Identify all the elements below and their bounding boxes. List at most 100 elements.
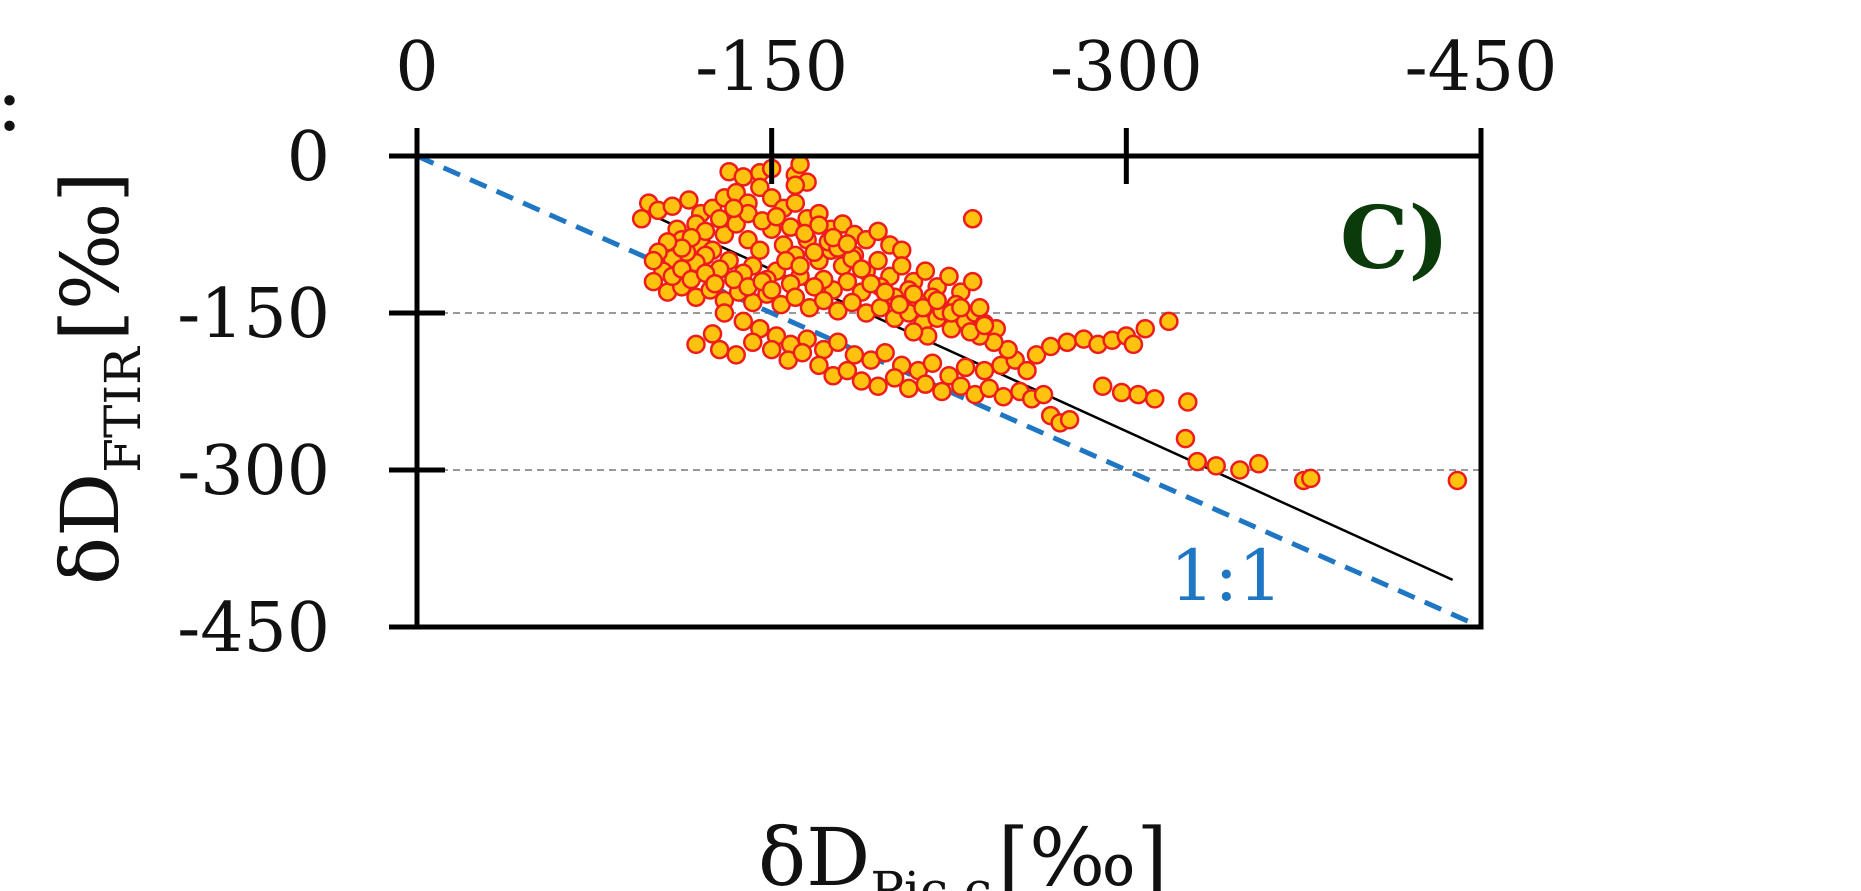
- data-point: [1059, 410, 1080, 430]
- one-to-one-label: 1:1: [1170, 535, 1283, 617]
- data-point: [795, 223, 815, 244]
- data-point: [903, 284, 924, 304]
- y-axis-title: δDFTIR[‰]: [44, 171, 152, 585]
- data-point: [861, 273, 881, 294]
- data-point: [1033, 384, 1054, 405]
- data-point: [792, 343, 813, 363]
- data-point: [785, 175, 806, 196]
- data-point: [884, 368, 905, 388]
- y-axis-title-unit: [‰]: [44, 171, 137, 341]
- data-point: [875, 343, 895, 363]
- data-point: [702, 324, 723, 344]
- data-point: [709, 339, 730, 360]
- data-point: [813, 290, 834, 311]
- data-point: [1187, 451, 1208, 472]
- data-point: [927, 290, 947, 311]
- data-point: [761, 188, 782, 208]
- data-point: [662, 196, 683, 216]
- data-point: [705, 273, 725, 294]
- data-point: [761, 280, 782, 300]
- data-point: [750, 240, 770, 260]
- data-point: [785, 193, 806, 213]
- x-tick-label: 0: [395, 28, 438, 107]
- data-point: [939, 266, 959, 287]
- x-tick-label: -150: [695, 28, 848, 107]
- data-point: [809, 215, 829, 235]
- data-point: [679, 190, 699, 210]
- data-point: [1206, 456, 1226, 476]
- y-axis-title-main: δD: [44, 473, 137, 585]
- data-point: [1111, 382, 1132, 403]
- data-point: [868, 250, 888, 271]
- data-point: [733, 167, 754, 187]
- plot-frame: [414, 153, 1484, 630]
- data-point: [915, 261, 936, 281]
- data-point: [979, 378, 999, 399]
- data-point: [1178, 392, 1198, 412]
- data-point: [899, 378, 919, 399]
- data-point: [631, 209, 652, 229]
- data-point: [974, 360, 995, 381]
- data-point: [891, 256, 912, 276]
- data-point: [790, 256, 810, 276]
- data-point: [1159, 311, 1179, 332]
- data-point: [828, 332, 848, 353]
- data-point: [837, 234, 858, 254]
- data-point: [726, 345, 746, 365]
- data-point: [951, 298, 971, 318]
- y-tick-label: 0: [287, 118, 330, 197]
- data-point: [724, 198, 744, 219]
- data-point: [686, 334, 706, 355]
- data-point: [939, 366, 959, 386]
- panel-label: C): [1340, 188, 1449, 289]
- data-point: [1144, 389, 1165, 409]
- data-point: [804, 242, 824, 263]
- data-point: [1248, 453, 1269, 474]
- data-point: [1092, 376, 1113, 397]
- data-point: [832, 214, 853, 234]
- data-points: [631, 154, 1468, 491]
- data-point: [922, 353, 943, 373]
- data-point: [915, 374, 936, 394]
- data-point: [851, 259, 872, 279]
- data-point: [1017, 360, 1037, 381]
- data-point: [1123, 334, 1144, 355]
- x-axis-title-unit: [‰]: [998, 811, 1168, 891]
- data-point: [969, 298, 990, 318]
- x-tick-label: -300: [1050, 28, 1203, 107]
- data-point: [809, 355, 829, 376]
- data-point: [903, 322, 924, 342]
- data-point: [750, 177, 770, 198]
- data-point: [761, 339, 782, 360]
- data-point: [1230, 460, 1250, 480]
- data-point: [1128, 384, 1148, 405]
- data-point: [951, 376, 971, 397]
- data-point: [868, 376, 888, 397]
- data-point: [743, 332, 763, 353]
- data-point: [932, 381, 952, 402]
- plot-border: [414, 153, 1484, 630]
- data-point: [837, 360, 858, 381]
- data-point: [851, 371, 872, 391]
- data-point: [844, 345, 865, 365]
- y-tick-label: -450: [177, 589, 330, 668]
- data-point: [868, 221, 888, 242]
- data-point: [1135, 318, 1155, 339]
- y-tick-label: -300: [177, 432, 330, 511]
- data-point: [766, 206, 787, 227]
- y-axis-title-sub: FTIR: [94, 346, 152, 473]
- stray-colon: :: [0, 56, 23, 149]
- x-axis-title: δDPic,c[‰]: [758, 811, 1168, 891]
- data-point: [837, 271, 858, 292]
- data-point: [785, 287, 806, 308]
- data-point: [1057, 332, 1077, 353]
- y-tick-label: -150: [177, 275, 330, 354]
- y-axis-ticks: 0 -150 -300 -450: [177, 118, 445, 668]
- data-point: [738, 229, 758, 250]
- x-tick-label: -450: [1405, 28, 1558, 107]
- data-point: [875, 282, 895, 302]
- data-point: [1447, 470, 1468, 491]
- data-point: [1026, 345, 1047, 365]
- data-point: [955, 357, 976, 378]
